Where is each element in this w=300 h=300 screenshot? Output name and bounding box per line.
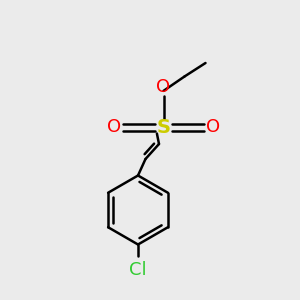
Text: O: O: [156, 78, 171, 96]
Text: Cl: Cl: [129, 261, 147, 279]
Text: S: S: [157, 118, 170, 137]
Text: O: O: [107, 118, 122, 136]
Text: O: O: [206, 118, 220, 136]
